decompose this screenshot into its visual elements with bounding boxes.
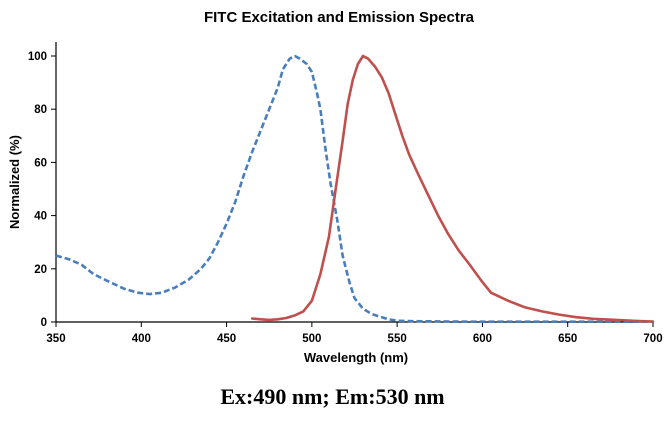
x-tick-label: 650 xyxy=(558,333,577,345)
x-axis-ticks: 350 400 450 500 550 600 650 700 xyxy=(46,322,663,345)
excitation-series-line xyxy=(55,54,653,323)
x-tick-label: 450 xyxy=(217,333,236,345)
x-tick-label: 500 xyxy=(302,333,321,345)
y-tick-label: 20 xyxy=(34,264,47,276)
x-tick-label: 600 xyxy=(473,333,492,345)
y-axis-label: Normalized (%) xyxy=(7,135,22,229)
x-axis-label: Wavelength (nm) xyxy=(304,350,408,365)
x-tick-label: 350 xyxy=(46,333,65,345)
x-tick-label: 400 xyxy=(132,333,151,345)
x-tick-label: 550 xyxy=(388,333,407,345)
y-axis-ticks: 0 20 40 60 80 100 xyxy=(28,51,56,329)
y-tick-label: 40 xyxy=(34,211,47,223)
emission-series-line xyxy=(250,54,655,323)
y-tick-label: 60 xyxy=(34,157,47,169)
y-tick-label: 80 xyxy=(34,104,47,116)
x-tick-label: 700 xyxy=(643,333,662,345)
y-tick-label: 100 xyxy=(28,51,47,63)
chart-title: FITC Excitation and Emission Spectra xyxy=(204,9,475,26)
series-layer xyxy=(55,54,655,323)
y-tick-label: 0 xyxy=(41,317,47,329)
ex-em-caption: Ex:490 nm; Em:530 nm xyxy=(220,384,445,409)
